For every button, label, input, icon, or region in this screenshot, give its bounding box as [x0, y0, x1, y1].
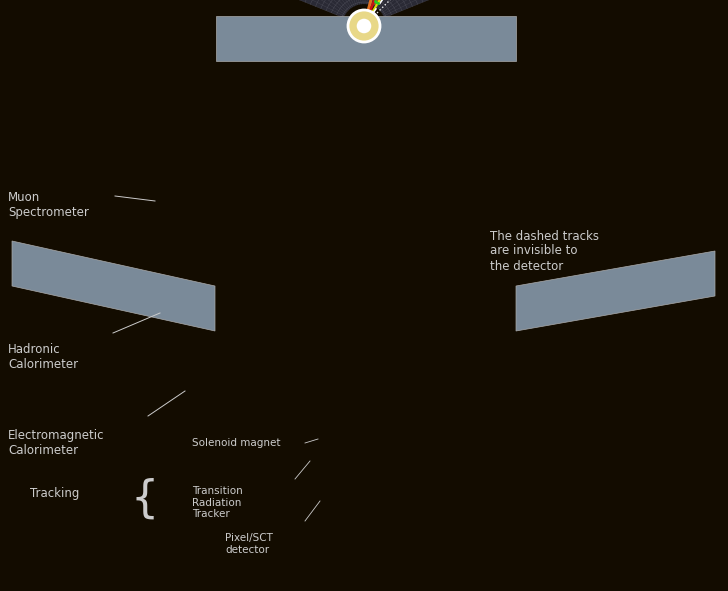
- Text: The dashed tracks
are invisible to
the detector: The dashed tracks are invisible to the d…: [490, 229, 599, 272]
- Text: Solenoid magnet: Solenoid magnet: [192, 438, 280, 448]
- Text: Pixel/SCT
detector: Pixel/SCT detector: [225, 533, 273, 554]
- Text: Electromagnetic
Calorimeter: Electromagnetic Calorimeter: [8, 429, 105, 457]
- Circle shape: [348, 10, 380, 42]
- Bar: [216, 16, 516, 61]
- Text: Hadronic
Calorimeter: Hadronic Calorimeter: [8, 343, 78, 371]
- Polygon shape: [12, 241, 215, 331]
- Text: Tracking: Tracking: [30, 486, 79, 499]
- Wedge shape: [253, 0, 475, 18]
- Text: Muon
Spectrometer: Muon Spectrometer: [8, 191, 89, 219]
- Text: Transition
Radiation
Tracker: Transition Radiation Tracker: [192, 486, 242, 519]
- Polygon shape: [516, 251, 715, 331]
- Circle shape: [356, 18, 372, 34]
- Text: {: {: [130, 478, 158, 521]
